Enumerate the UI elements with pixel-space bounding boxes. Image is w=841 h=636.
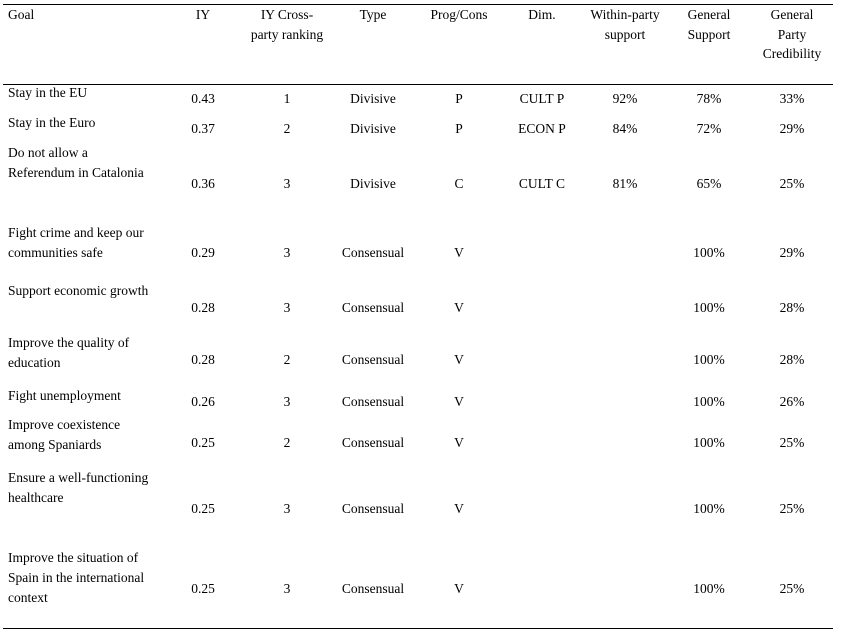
type-cell: Consensual: [341, 300, 405, 315]
type-cell: Consensual: [341, 501, 405, 516]
gen-support-cell: 100%: [693, 581, 725, 596]
iy-cell: 0.25: [191, 435, 215, 450]
progcons-cell: V: [454, 435, 464, 450]
gen-support-cell: 100%: [693, 501, 725, 516]
gen-support-cell: 78%: [696, 91, 722, 106]
goal-cell: Improve the quality of education: [8, 335, 130, 370]
cred-cell: 29%: [779, 245, 805, 260]
header-within-line2: support: [604, 27, 646, 42]
gen-support-cell: 100%: [693, 352, 725, 367]
dim-cell: CULT C: [518, 176, 566, 191]
iy-cell: 0.28: [191, 352, 215, 367]
type-cell: Consensual: [341, 435, 405, 450]
gen-support-cell: 100%: [693, 245, 725, 260]
header-goal: Goal: [8, 7, 35, 22]
goal-cell: Ensure a well-functioning healthcare: [8, 470, 149, 505]
header-cred-line3: Credibility: [762, 46, 822, 61]
header-cred-line1: General: [770, 7, 814, 22]
gen-support-cell: 100%: [693, 435, 725, 450]
dim-cell: CULT P: [519, 91, 565, 106]
header-ranking-line2: party ranking: [250, 27, 324, 42]
iy-cell: 0.28: [191, 300, 215, 315]
iy-cell: 0.37: [191, 121, 215, 136]
within-cell: 84%: [612, 121, 638, 136]
cred-cell: 28%: [779, 352, 805, 367]
header-cred-line2: Party: [777, 27, 807, 42]
cred-cell: 25%: [779, 435, 805, 450]
dim-cell: ECON P: [518, 121, 566, 136]
cred-cell: 28%: [779, 300, 805, 315]
iy-cell: 0.25: [191, 581, 215, 596]
cred-cell: 26%: [779, 394, 805, 409]
bottom-rule: [3, 628, 833, 629]
cred-cell: 25%: [779, 501, 805, 516]
rank-cell: 2: [283, 435, 291, 450]
header-gen-support-line1: General: [687, 7, 731, 22]
rank-cell: 3: [283, 300, 291, 315]
iy-cell: 0.36: [191, 176, 215, 191]
progcons-cell: V: [454, 394, 464, 409]
goal-cell: Do not allow a Referendum in Catalonia: [8, 145, 144, 180]
gen-support-cell: 100%: [693, 394, 725, 409]
rank-cell: 2: [283, 121, 291, 136]
header-dim: Dim.: [528, 7, 556, 22]
rank-cell: 3: [283, 394, 291, 409]
cred-cell: 25%: [779, 581, 805, 596]
rank-cell: 1: [283, 91, 291, 106]
type-cell: Divisive: [350, 176, 396, 191]
header-within-line1: Within-party: [590, 7, 660, 22]
progcons-cell: V: [454, 501, 464, 516]
iy-cell: 0.25: [191, 501, 215, 516]
top-rule: [3, 4, 833, 5]
type-cell: Consensual: [341, 352, 405, 367]
gen-support-cell: 72%: [696, 121, 722, 136]
rank-cell: 3: [283, 581, 291, 596]
within-cell: 81%: [612, 176, 638, 191]
type-cell: Consensual: [341, 581, 405, 596]
goal-cell: Support economic growth: [8, 283, 149, 298]
iy-cell: 0.43: [191, 91, 215, 106]
type-cell: Consensual: [341, 245, 405, 260]
progcons-cell: V: [454, 245, 464, 260]
goal-cell: Fight crime and keep our communities saf…: [8, 225, 144, 260]
iy-cell: 0.26: [191, 394, 215, 409]
type-cell: Divisive: [350, 91, 396, 106]
goal-cell: Improve coexistence among Spaniards: [8, 417, 121, 452]
gen-support-cell: 65%: [696, 176, 722, 191]
progcons-cell: P: [455, 121, 463, 136]
progcons-cell: V: [454, 300, 464, 315]
rank-cell: 3: [283, 245, 291, 260]
goal-cell: Improve the situation of Spain in the in…: [8, 550, 145, 605]
gen-support-cell: 100%: [693, 300, 725, 315]
progcons-cell: P: [455, 91, 463, 106]
cred-cell: 25%: [779, 176, 805, 191]
goal-cell: Fight unemployment: [8, 388, 121, 403]
cred-cell: 33%: [779, 91, 805, 106]
type-cell: Divisive: [350, 121, 396, 136]
rank-cell: 2: [283, 352, 291, 367]
header-ranking-line1: IY Cross-: [260, 7, 314, 22]
header-iy: IY: [195, 7, 211, 22]
rank-cell: 3: [283, 501, 291, 516]
goal-cell: Stay in the EU: [8, 85, 88, 100]
within-cell: 92%: [612, 91, 638, 106]
type-cell: Consensual: [341, 394, 405, 409]
header-type: Type: [359, 7, 387, 22]
progcons-cell: V: [454, 581, 464, 596]
cred-cell: 29%: [779, 121, 805, 136]
iy-cell: 0.29: [191, 245, 215, 260]
header-progcons: Prog/Cons: [430, 7, 488, 22]
header-rule: [3, 84, 833, 85]
rank-cell: 3: [283, 176, 291, 191]
progcons-cell: V: [454, 352, 464, 367]
header-gen-support-line2: Support: [687, 27, 731, 42]
progcons-cell: C: [454, 176, 464, 191]
goal-cell: Stay in the Euro: [8, 115, 96, 130]
